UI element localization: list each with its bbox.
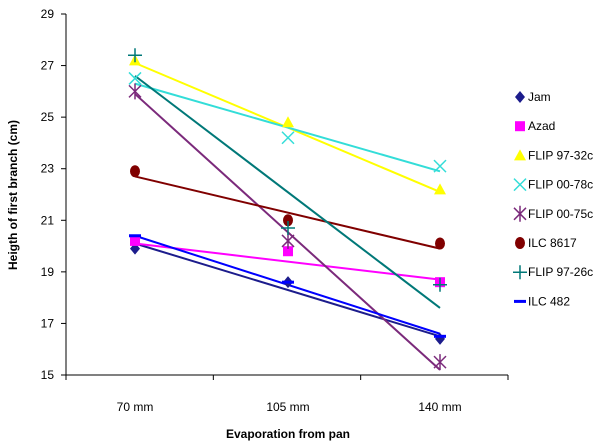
y-tick-label: 29 [41,7,55,21]
legend-marker-flip-00-75c [514,206,526,222]
legend-label-ilc-8617: ILC 8617 [528,236,577,250]
legend-marker-flip-97-32c [514,149,526,160]
y-tick-label: 19 [41,265,55,279]
y-tick-label: 25 [41,110,55,124]
x-axis-ticks: 70 mm 105 mm 140 mm [66,375,508,414]
legend-label-azad: Azad [528,119,555,133]
point-ilc-482 [434,335,446,338]
legend-marker-ilc-8617 [515,237,525,249]
legend-item-flip-00-78c: FLIP 00-78c [514,178,593,192]
legend-marker-flip-97-26c [513,265,527,279]
legend-item-azad: Azad [515,119,555,133]
y-tick-label: 17 [41,316,55,330]
y-tick-label: 15 [41,368,55,382]
legend: Jam Azad FLIP 97-32c FLIP 00-78c FLIP 00-75c… [513,90,593,308]
y-tick-label: 27 [41,59,55,73]
y-tick-label: 21 [41,213,55,227]
legend-marker-azad [515,121,525,131]
legend-item-ilc-8617: ILC 8617 [515,236,577,250]
legend-item-flip-97-26c: FLIP 97-26c [513,265,593,279]
point-flip-97-26c [128,48,142,62]
x-tick-label: 70 mm [117,400,154,414]
point-flip-97-32c [282,116,294,127]
legend-item-flip-00-75c: FLIP 00-75c [514,206,593,222]
legend-item-flip-97-32c: FLIP 97-32c [514,148,593,162]
x-axis-title: Evaporation from pan [226,427,350,441]
trendline-flip-97-26c [135,76,440,308]
legend-label-flip-00-78c: FLIP 00-78c [528,178,593,192]
legend-label-ilc-482: ILC 482 [528,294,570,308]
legend-label-jam: Jam [528,90,551,104]
y-axis-ticks: 15 17 19 21 23 25 27 29 [41,7,66,382]
point-ilc-482 [282,281,294,284]
point-ilc-482 [129,234,141,237]
legend-label-flip-97-32c: FLIP 97-32c [528,148,593,162]
legend-marker-ilc-482 [514,300,526,303]
point-ilc-8617 [130,165,140,177]
point-flip-97-32c [434,183,446,194]
point-ilc-8617 [435,237,445,249]
plot-area [66,14,508,375]
point-flip-00-75c [434,354,446,370]
x-tick-label: 140 mm [418,400,461,414]
y-tick-label: 23 [41,162,55,176]
legend-item-ilc-482: ILC 482 [514,294,570,308]
legend-marker-flip-00-78c [514,179,526,191]
legend-label-flip-00-75c: FLIP 00-75c [528,207,593,221]
trendline-jam [135,243,440,336]
y-axis-title: Heigth of first branch (cm) [6,120,20,270]
trendline-flip-00-78c [135,84,440,172]
point-flip-97-26c [281,221,295,235]
point-azad [130,236,140,246]
legend-item-jam: Jam [515,90,551,104]
point-flip-00-78c [282,132,294,144]
data-markers [128,48,447,370]
legend-label-flip-97-26c: FLIP 97-26c [528,265,593,279]
x-tick-label: 105 mm [266,400,309,414]
legend-marker-jam [515,91,525,103]
